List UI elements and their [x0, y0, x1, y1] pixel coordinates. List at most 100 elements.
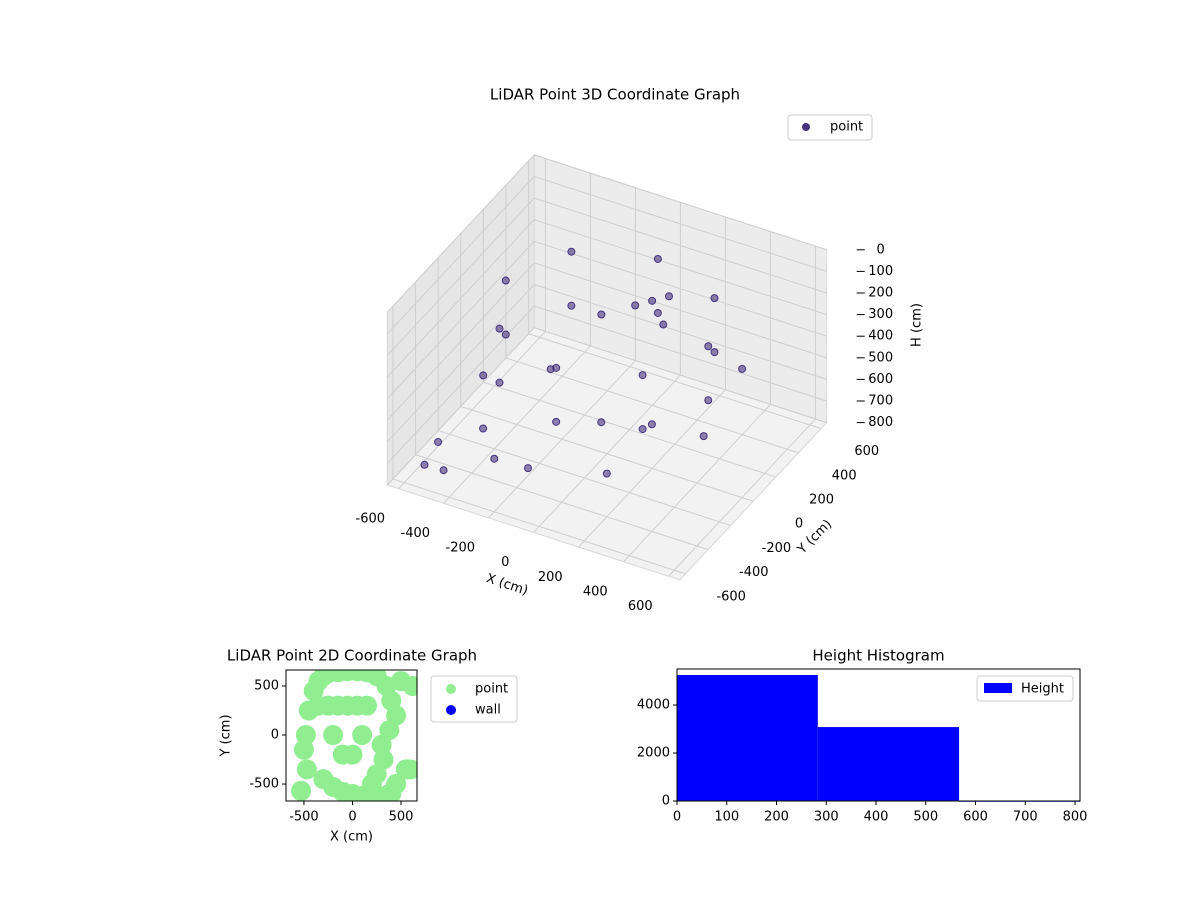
point — [495, 324, 504, 333]
legend-label: Height — [1021, 682, 1064, 697]
x-tick-label: 500 — [389, 810, 414, 825]
point — [371, 734, 392, 755]
point — [524, 464, 532, 473]
y-tick-label: -400 — [739, 565, 769, 580]
point — [552, 417, 561, 426]
grid-line — [386, 219, 535, 378]
point — [479, 424, 488, 433]
z-tick-label: 800 — [868, 415, 893, 430]
y-tick-label: 400 — [832, 468, 857, 483]
grid-line — [528, 333, 822, 430]
bar — [677, 675, 818, 801]
x-tick-label: 800 — [1063, 810, 1088, 825]
legend-marker — [802, 123, 810, 131]
x-tick-label: 600 — [963, 810, 988, 825]
x-tick-label: 100 — [714, 810, 739, 825]
point — [501, 276, 510, 285]
grid-line — [386, 262, 535, 421]
y-tick-label: 0 — [271, 728, 279, 743]
point — [293, 739, 314, 760]
point — [501, 330, 510, 339]
point — [479, 371, 488, 380]
point — [313, 769, 334, 790]
point — [434, 437, 443, 446]
z-tick-label: 100 — [868, 264, 893, 279]
point — [332, 744, 353, 765]
axes-frame — [676, 668, 1081, 802]
point — [704, 342, 713, 351]
y-axis-label: Y (cm) — [219, 714, 234, 757]
x-tick-label: 0 — [501, 555, 509, 570]
x-axis-label: X (cm) — [484, 571, 530, 599]
x-tick-label: 600 — [628, 599, 653, 614]
grid-line — [386, 284, 535, 443]
y-tick-label: -500 — [249, 777, 279, 792]
x-tick-label: 0 — [348, 810, 356, 825]
point — [631, 301, 640, 310]
grid-line — [534, 240, 827, 337]
point — [638, 425, 647, 434]
point — [400, 759, 417, 780]
y-tick-label: 4000 — [637, 698, 670, 713]
chart-title: Height Histogram — [812, 647, 944, 665]
x-tick-label: -400 — [401, 526, 431, 541]
grid-line — [386, 197, 535, 356]
point — [567, 301, 576, 310]
y-tick-label: -200 — [762, 541, 792, 556]
point — [602, 469, 611, 478]
x-tick-label: -500 — [289, 810, 319, 825]
legend-marker — [446, 705, 456, 715]
grid-line — [386, 305, 535, 464]
point — [379, 720, 400, 741]
y-tick-label: 200 — [809, 493, 834, 508]
point — [546, 365, 555, 374]
legend-box — [976, 675, 1074, 702]
point — [653, 308, 662, 317]
point — [648, 296, 657, 305]
point — [323, 725, 344, 746]
grid-line — [437, 430, 731, 526]
grid-line — [386, 327, 535, 486]
x-tick-label: 200 — [764, 810, 789, 825]
x-axis-label: X (cm) — [330, 830, 373, 845]
point — [357, 695, 378, 716]
point — [567, 247, 576, 256]
grid-line — [386, 240, 535, 399]
point — [638, 371, 647, 380]
point — [390, 671, 411, 692]
point — [597, 310, 606, 319]
y-tick-label: -600 — [716, 589, 746, 604]
point — [597, 418, 606, 427]
point — [295, 725, 316, 746]
grid-line — [534, 197, 827, 294]
x-tick-label: 500 — [913, 810, 938, 825]
grid-line — [386, 154, 535, 313]
point — [647, 420, 656, 429]
grid-line — [483, 381, 777, 478]
point — [699, 432, 708, 441]
y-tick-label: 500 — [254, 678, 279, 693]
y-tick-label: 0 — [662, 794, 670, 809]
y-tick-label: 2000 — [637, 746, 670, 761]
grid-line — [534, 262, 827, 359]
z-tick-label: 200 — [868, 286, 893, 301]
point — [665, 292, 673, 301]
point — [420, 460, 429, 469]
grid-line — [534, 176, 827, 272]
x-tick-label: 300 — [814, 810, 839, 825]
z-tick-label: 300 — [868, 307, 893, 322]
legend-label: wall — [475, 703, 501, 718]
legend-box — [787, 114, 873, 141]
legend-marker — [984, 683, 1012, 693]
y-tick-label: 600 — [854, 444, 879, 459]
grid-line — [415, 454, 709, 551]
point — [291, 780, 312, 801]
x-tick-label: 200 — [538, 570, 563, 585]
z-axis-label: H (cm) — [910, 303, 925, 347]
point — [495, 378, 504, 387]
point — [704, 396, 713, 405]
point — [653, 254, 662, 263]
z-tick-label: 0 — [877, 242, 885, 257]
point — [659, 320, 668, 329]
point — [439, 466, 448, 475]
